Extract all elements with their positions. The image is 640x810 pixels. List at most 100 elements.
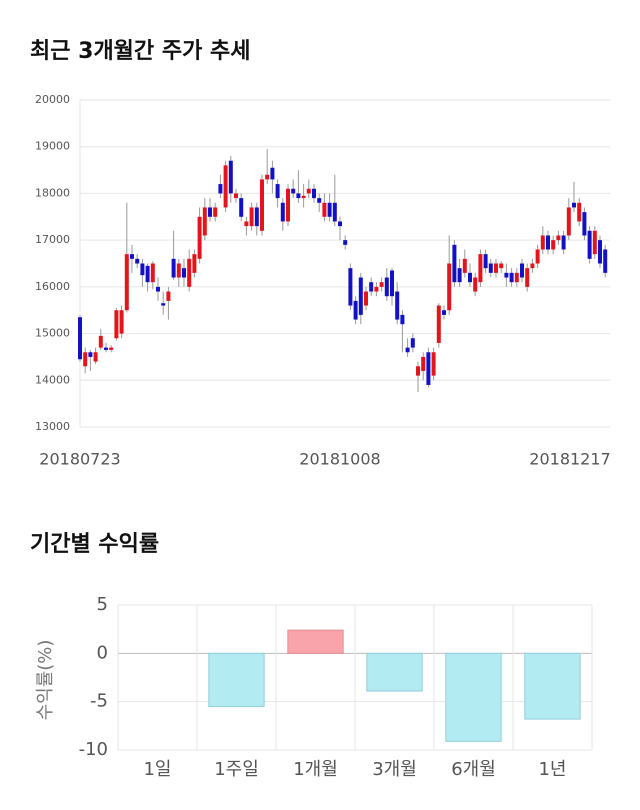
x-tick-label: 20181008 bbox=[299, 450, 380, 469]
candle-body bbox=[327, 202, 332, 217]
y-tick-label: 17000 bbox=[35, 233, 70, 246]
candle-body bbox=[364, 291, 368, 306]
candle-body bbox=[442, 310, 446, 315]
candle-body bbox=[603, 249, 608, 273]
candle-body bbox=[109, 347, 114, 350]
candle-body bbox=[478, 254, 483, 283]
y-axis-label: 수익률(%) bbox=[35, 640, 56, 721]
candle-body bbox=[468, 272, 472, 283]
candle-body bbox=[98, 335, 103, 348]
candle-body bbox=[431, 352, 436, 376]
candle-body bbox=[244, 221, 249, 227]
candle-body bbox=[343, 240, 348, 245]
x-tick-label: 1개월 bbox=[293, 759, 338, 780]
candle-body bbox=[514, 272, 519, 283]
candle-body bbox=[473, 277, 478, 292]
x-tick-label: 20181217 bbox=[529, 450, 610, 469]
y-tick-label: -5 bbox=[90, 691, 108, 712]
candle-body bbox=[119, 310, 124, 334]
candle-body bbox=[525, 268, 530, 287]
candle-body bbox=[551, 240, 556, 250]
bar bbox=[524, 652, 581, 720]
candle-body bbox=[379, 282, 384, 287]
candle-body bbox=[426, 352, 431, 385]
candle-body bbox=[130, 254, 134, 259]
candle-body bbox=[270, 167, 275, 180]
candle-body bbox=[176, 263, 181, 278]
candle-body bbox=[436, 305, 441, 343]
candle-body bbox=[416, 366, 420, 376]
y-tick-label: -10 bbox=[79, 739, 108, 760]
candle-body bbox=[265, 174, 270, 180]
candle-body bbox=[395, 291, 400, 320]
candle-body bbox=[488, 263, 493, 273]
candle-body bbox=[161, 303, 166, 306]
candle-body bbox=[582, 212, 587, 236]
candle-body bbox=[462, 258, 467, 273]
candle-body bbox=[275, 184, 280, 199]
x-tick-label: 1년 bbox=[538, 759, 566, 780]
candle-body bbox=[483, 254, 488, 269]
y-tick-label: 15000 bbox=[35, 327, 70, 340]
candle-body bbox=[234, 193, 238, 199]
candle-body bbox=[499, 263, 504, 269]
candle-body bbox=[171, 258, 176, 278]
candle-body bbox=[509, 272, 514, 283]
candle-body bbox=[104, 347, 108, 350]
candle-body bbox=[358, 277, 363, 315]
candle-body bbox=[202, 207, 207, 236]
x-tick-label: 3개월 bbox=[372, 759, 417, 780]
candle-body bbox=[592, 230, 597, 255]
candle-body bbox=[260, 179, 264, 231]
candle-body bbox=[546, 235, 550, 250]
candle-body bbox=[317, 198, 322, 203]
candle-body bbox=[124, 254, 129, 311]
x-tick-label: 1일 bbox=[143, 759, 171, 780]
candle-body bbox=[353, 300, 358, 320]
bar bbox=[287, 629, 344, 654]
candle-body bbox=[280, 202, 285, 222]
candle-body bbox=[332, 202, 337, 222]
candle-body bbox=[374, 286, 379, 292]
candle-body bbox=[301, 195, 306, 199]
candle-body bbox=[140, 263, 145, 276]
candle-body bbox=[187, 258, 192, 287]
candle-body bbox=[598, 240, 602, 264]
candle-body bbox=[182, 268, 186, 278]
candle-body bbox=[312, 188, 316, 199]
candle-body bbox=[322, 202, 327, 217]
bar bbox=[366, 652, 423, 692]
candle-body bbox=[166, 291, 171, 301]
candle-body bbox=[520, 263, 524, 278]
candle-body bbox=[390, 270, 394, 297]
chart-title: 최근 3개월간 주가 추세 bbox=[30, 39, 250, 64]
candle-body bbox=[213, 207, 218, 217]
y-tick-label: 19000 bbox=[35, 140, 70, 153]
candle-body bbox=[504, 272, 509, 278]
candle-body bbox=[587, 230, 592, 259]
candle-body bbox=[88, 352, 93, 357]
candle-body bbox=[572, 202, 576, 208]
candle-body bbox=[405, 347, 410, 353]
candle-body bbox=[156, 286, 160, 292]
candle-body bbox=[452, 244, 457, 283]
candle-body bbox=[566, 207, 571, 236]
bar bbox=[208, 652, 265, 707]
chart-title: 기간별 수익률 bbox=[30, 532, 159, 557]
candle-body bbox=[249, 207, 254, 227]
candle-body bbox=[494, 263, 498, 273]
candle-body bbox=[421, 356, 426, 371]
candle-body bbox=[296, 193, 301, 199]
candle-body bbox=[218, 184, 223, 194]
candle-body bbox=[457, 268, 462, 283]
y-tick-label: 18000 bbox=[35, 186, 70, 199]
candle-body bbox=[384, 277, 389, 297]
candle-body bbox=[338, 221, 342, 227]
candle-body bbox=[223, 165, 228, 208]
candle-body bbox=[447, 263, 452, 311]
candle-body bbox=[410, 338, 415, 348]
candle-body bbox=[530, 263, 535, 269]
x-tick-label: 6개월 bbox=[451, 759, 496, 780]
candle-body bbox=[83, 352, 88, 367]
